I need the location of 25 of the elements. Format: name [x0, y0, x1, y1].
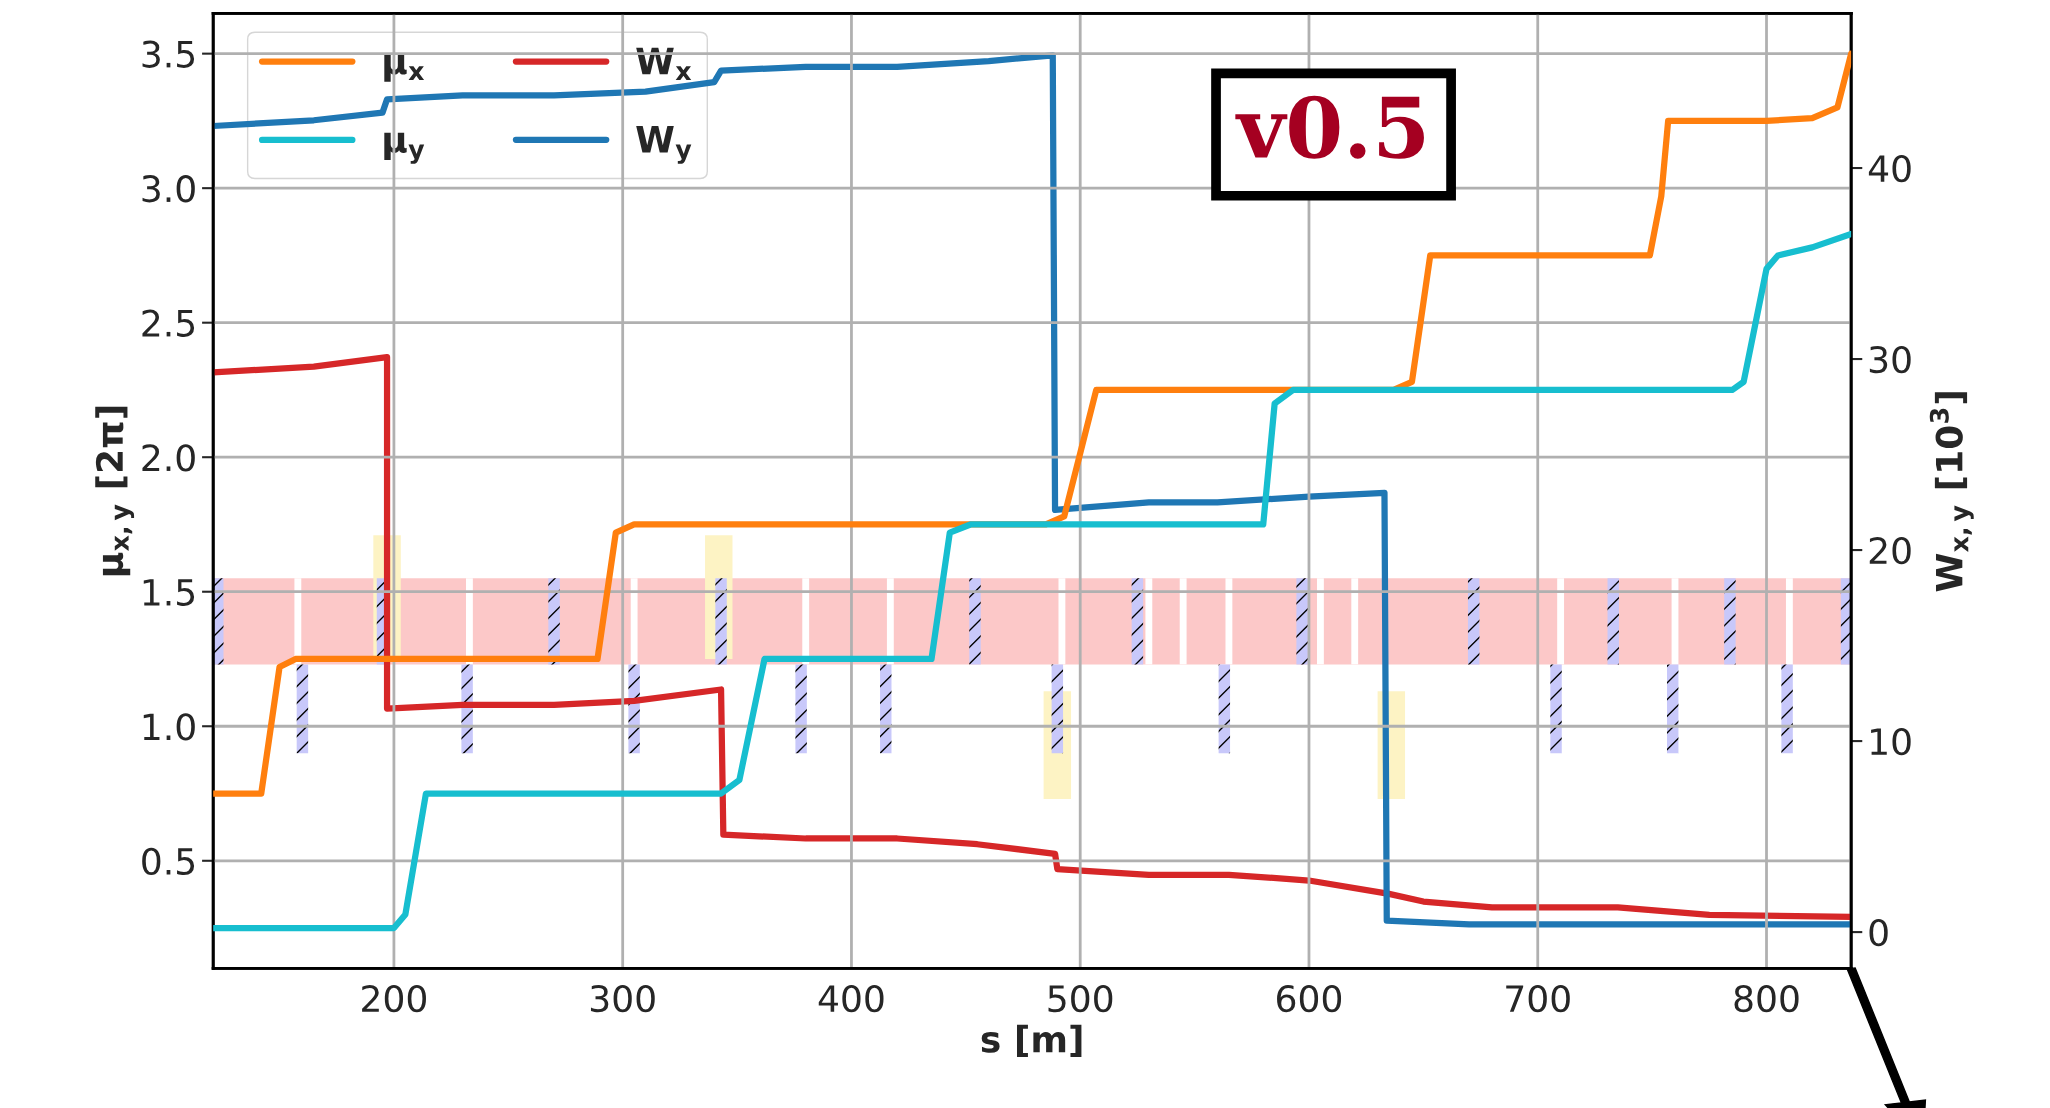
y-tick-label: 3.5: [142, 40, 195, 68]
x-tick-label: 200: [362, 985, 426, 1013]
x-tick-label: 800: [1734, 985, 1799, 1013]
y-tick-label: 1.5: [143, 579, 195, 606]
y2-tick-label: 10: [1871, 728, 1911, 756]
x-tick-label: 600: [1277, 985, 1342, 1013]
x-tick-label: 400: [818, 985, 884, 1013]
y-tick-label: 2.0: [142, 444, 195, 472]
legend-label: μ$_{y}$: [384, 132, 425, 164]
y2-axis-title: W$_{x,y}$ [10$^{3}$]: [1929, 392, 1974, 592]
y-axis-title: μ$_{x,y}$ [2π]: [95, 406, 135, 576]
x-axis-title: s [m]: [981, 1024, 1082, 1058]
x-tick-label: 500: [1048, 985, 1113, 1013]
y-tick-label: 2.5: [142, 309, 195, 337]
y-tick-label: 0.5: [142, 847, 195, 876]
y2-tick-label: 0: [1869, 919, 1888, 947]
legend-label: W$_{y}$: [636, 126, 692, 164]
y-tick-label: 3.0: [142, 175, 195, 203]
y2-tick-label: 40: [1868, 154, 1911, 183]
y2-tick-label: 20: [1869, 536, 1911, 565]
y2-tick-label: 30: [1869, 345, 1911, 374]
annotation: v0.5: [1235, 95, 1424, 159]
x-tick-label: 700: [1506, 985, 1570, 1013]
y-tick-label: 1.0: [143, 713, 195, 741]
x-tick-label: 300: [590, 985, 655, 1013]
